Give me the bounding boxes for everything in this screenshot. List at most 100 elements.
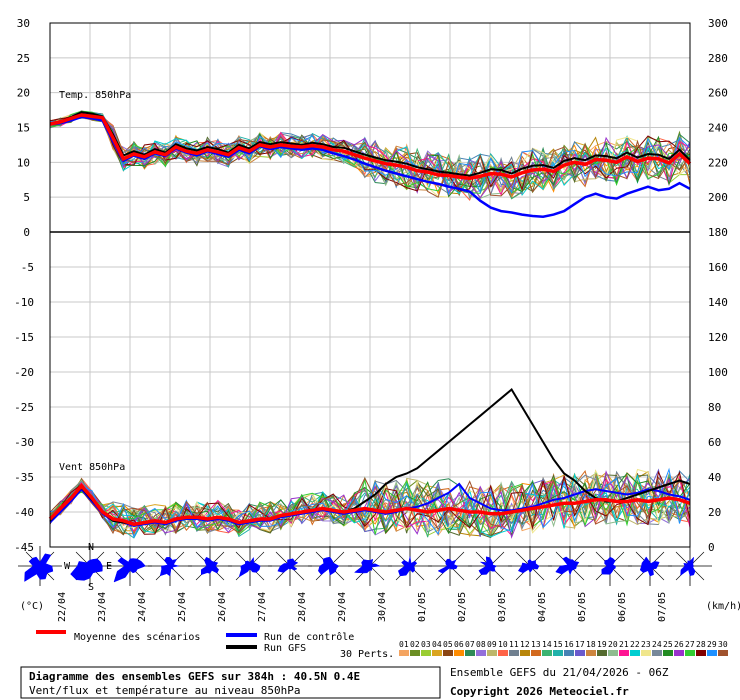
pert-legend-label: 11 — [509, 640, 519, 649]
legend-mean-label: Moyenne des scénarios — [74, 631, 200, 643]
rose-shape — [353, 558, 381, 574]
date-label: 02/05 — [457, 592, 468, 622]
rose-shape — [277, 558, 299, 573]
pert-legend-swatch — [718, 650, 728, 656]
rose-shape — [555, 556, 580, 576]
wind-right-tick: 160 — [708, 261, 728, 274]
wind-left-tick: -30 — [14, 436, 34, 449]
legend-perts-label: 30 Perts. — [340, 649, 394, 660]
rose-shape — [318, 556, 340, 576]
temp-right-tick: 220 — [708, 156, 728, 169]
pert-legend-swatch — [399, 650, 409, 656]
pert-legend-swatch — [608, 650, 618, 656]
pert-legend-label: 04 — [432, 640, 442, 649]
pert-legend-swatch — [487, 650, 497, 656]
wind-perturbation-lines — [49, 467, 691, 539]
rose-shape — [478, 556, 498, 575]
copyright: Copyright 2026 Meteociel.fr — [450, 685, 629, 698]
wind-roses — [18, 546, 712, 586]
date-label: 06/05 — [617, 592, 628, 622]
pert-legend-swatch — [454, 650, 464, 656]
pert-legend-label: 08 — [476, 640, 486, 649]
wind-left-tick: -5 — [21, 261, 34, 274]
legend: Moyenne des scénarios Run de contrôle Ru… — [36, 630, 728, 660]
rose-shape — [639, 556, 660, 577]
wind-left-tick: -15 — [14, 331, 34, 344]
pert-legend-label: 07 — [465, 640, 475, 649]
temp-pert-line — [49, 113, 691, 199]
temp-left-tick: 15 — [17, 122, 30, 135]
temp-left-tick: 20 — [17, 87, 30, 100]
pert-legend-label: 13 — [531, 640, 541, 649]
temp-left-tick: 0 — [23, 226, 30, 239]
date-label: 24/04 — [137, 592, 148, 622]
title-line1: Diagramme des ensembles GEFS sur 384h : … — [29, 670, 360, 683]
pert-legend-label: 22 — [630, 640, 640, 649]
rose-shape — [680, 556, 696, 576]
pert-legend-label: 24 — [652, 640, 662, 649]
compass-s: S — [88, 582, 94, 593]
wind-right-tick: 20 — [708, 506, 721, 519]
rose-shape — [398, 556, 418, 577]
legend-control-label: Run de contrôle — [264, 631, 354, 643]
wind-panel-label: Vent 850hPa — [59, 462, 125, 473]
pert-legend-label: 16 — [564, 640, 574, 649]
pert-legend-swatch — [575, 650, 585, 656]
wind-right-tick: 40 — [708, 471, 721, 484]
date-label: 29/04 — [337, 592, 348, 622]
pert-legend-label: 01 — [399, 640, 409, 649]
tick-labels: 302520151050300280260240220200-5-10-15-2… — [14, 17, 728, 554]
pert-legend-swatch — [465, 650, 475, 656]
pert-legend-swatch — [696, 650, 706, 656]
pert-legend-swatch — [443, 650, 453, 656]
pert-legend-label: 21 — [619, 640, 629, 649]
pert-legend-swatch — [421, 650, 431, 656]
wind-left-tick: -20 — [14, 366, 34, 379]
date-label: 26/04 — [217, 592, 228, 622]
pert-legend-label: 26 — [674, 640, 684, 649]
title-box: Diagramme des ensembles GEFS sur 384h : … — [20, 666, 441, 699]
temp-pert-line — [49, 116, 691, 196]
wind-left-tick: -45 — [14, 541, 34, 554]
pert-legend-label: 02 — [410, 640, 420, 649]
pert-legend-label: 03 — [421, 640, 431, 649]
pert-legend-swatch — [652, 650, 662, 656]
wind-mean-line — [48, 483, 691, 527]
date-label: 04/05 — [537, 592, 548, 622]
pert-legend-swatch — [663, 650, 673, 656]
pert-legend-label: 18 — [586, 640, 596, 649]
pert-legend-label: 27 — [685, 640, 695, 649]
date-label: 30/04 — [377, 592, 388, 622]
date-label: 22/04 — [57, 592, 68, 622]
rose-shape — [437, 558, 458, 574]
rose-shape — [200, 556, 219, 576]
wind-right-tick: 0 — [708, 541, 715, 554]
temp-right-tick: 300 — [708, 17, 728, 30]
left-unit: (°C) — [20, 601, 44, 612]
run-info: Ensemble GEFS du 21/04/2026 - 06Z — [450, 666, 669, 679]
rose-shape — [238, 556, 261, 578]
pert-legend-swatch — [509, 650, 519, 656]
title-line2: Vent/flux et température au niveau 850hP… — [29, 684, 301, 697]
wind-right-tick: 140 — [708, 296, 728, 309]
wind-right-tick: 180 — [708, 226, 728, 239]
pert-legend-label: 14 — [542, 640, 552, 649]
pert-legend-swatch — [619, 650, 629, 656]
pert-legend-swatch — [685, 650, 695, 656]
date-label: 05/05 — [577, 592, 588, 622]
pert-legend-swatch — [498, 650, 508, 656]
pert-legend-swatch — [410, 650, 420, 656]
pert-legend-label: 23 — [641, 640, 651, 649]
temp-left-tick: 5 — [23, 191, 30, 204]
right-unit: (km/h) — [706, 601, 740, 612]
pert-legend-label: 06 — [454, 640, 464, 649]
pert-legend-swatch — [674, 650, 684, 656]
pert-legend-swatch — [542, 650, 552, 656]
pert-legend-label: 20 — [608, 640, 618, 649]
pert-legend-swatch — [586, 650, 596, 656]
wind-pert-line — [49, 470, 691, 536]
date-label: 25/04 — [177, 592, 188, 622]
rose-shape — [113, 557, 146, 583]
rose-shape — [24, 553, 54, 582]
